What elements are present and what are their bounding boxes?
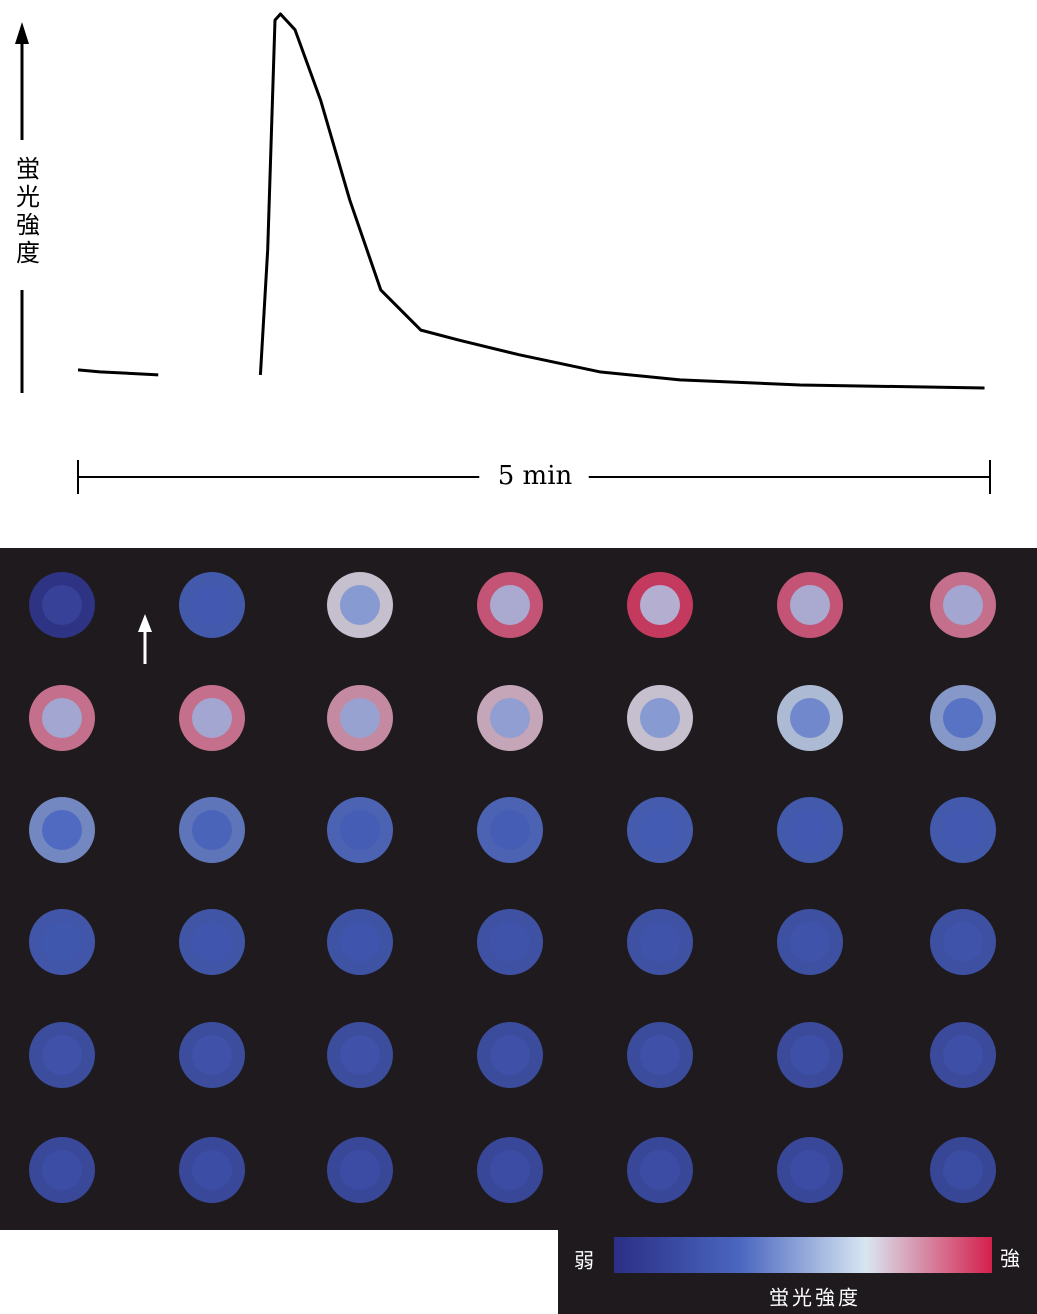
cell-core: [943, 698, 983, 738]
cell-core: [943, 922, 983, 962]
cell-core: [192, 1150, 232, 1190]
cell-core: [490, 585, 530, 625]
axis-arrow-head: [15, 22, 29, 44]
cell-core: [790, 698, 830, 738]
cell-core: [42, 1035, 82, 1075]
cell-core: [340, 1035, 380, 1075]
cell-core: [640, 698, 680, 738]
cell-core: [340, 698, 380, 738]
y-axis-label: 蛍光強度: [12, 156, 40, 268]
cell-core: [490, 922, 530, 962]
trace-line: [77, 12, 985, 390]
cell-core: [42, 922, 82, 962]
cell-core: [640, 922, 680, 962]
cell-core: [42, 585, 82, 625]
cell-core: [192, 922, 232, 962]
colorbar-low-label: 弱: [574, 1249, 594, 1273]
cell-core: [490, 698, 530, 738]
cell-core: [42, 810, 82, 850]
image-panel: [0, 548, 1037, 1230]
cell-core: [490, 810, 530, 850]
cell-core: [790, 810, 830, 850]
cell-core: [42, 698, 82, 738]
cell-core: [943, 585, 983, 625]
cell-core: [943, 810, 983, 850]
cell-core: [340, 810, 380, 850]
cell-core: [490, 1150, 530, 1190]
time-scale-label: 5 min: [498, 461, 573, 491]
stimulus-arrow-head: [138, 614, 152, 632]
cell-core: [790, 1150, 830, 1190]
cell-core: [192, 810, 232, 850]
cell-core: [490, 1035, 530, 1075]
cell-core: [640, 585, 680, 625]
cell-core: [943, 1035, 983, 1075]
cell-core: [790, 585, 830, 625]
cell-core: [340, 585, 380, 625]
cell-core: [192, 698, 232, 738]
colorbar-high-label: 強: [1000, 1247, 1020, 1271]
cell-core: [640, 810, 680, 850]
colorbar-label: 蛍光強度: [769, 1286, 861, 1310]
cell-core: [192, 585, 232, 625]
cell-core: [790, 1035, 830, 1075]
colorbar: [614, 1237, 992, 1273]
cell-core: [790, 922, 830, 962]
cell-core: [640, 1150, 680, 1190]
cell-core: [640, 1035, 680, 1075]
cell-core: [42, 1150, 82, 1190]
cell-core: [340, 922, 380, 962]
cell-core: [943, 1150, 983, 1190]
cell-core: [340, 1150, 380, 1190]
cell-core: [192, 1035, 232, 1075]
